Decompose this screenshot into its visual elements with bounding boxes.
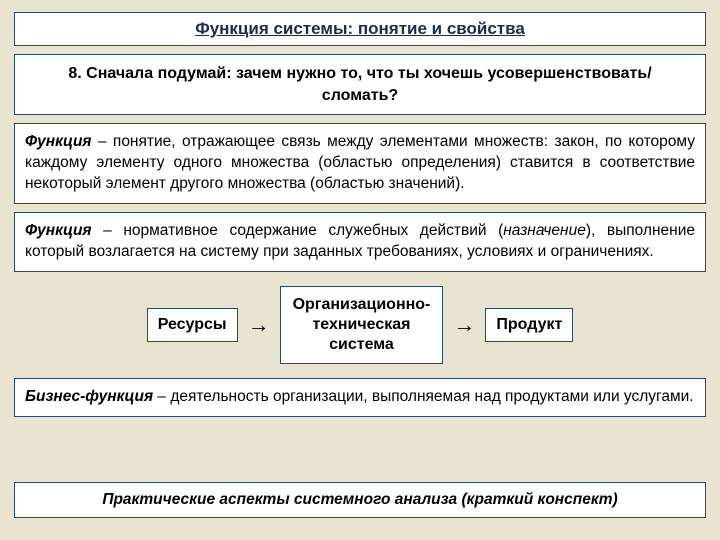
node-system-line3: система: [329, 336, 394, 353]
node-resources: Ресурсы: [147, 308, 238, 342]
def2-term: Функция: [25, 222, 92, 239]
subtitle-box: 8. Сначала подумай: зачем нужно то, что …: [14, 54, 706, 115]
arrow-icon: →: [248, 312, 270, 338]
node-system: Организационно- техническая система: [280, 286, 444, 364]
footer-text: Практические аспекты системного анализа …: [102, 491, 617, 508]
title-box: Функция системы: понятие и свойства: [14, 12, 706, 46]
def1-term: Функция: [25, 133, 92, 150]
def2-pre: – нормативное содержание служебных дейст…: [92, 222, 504, 239]
definition-1: Функция – понятие, отражающее связь межд…: [14, 123, 706, 204]
footer-box: Практические аспекты системного анализа …: [14, 482, 706, 518]
flow-diagram: Ресурсы → Организационно- техническая си…: [14, 286, 706, 364]
def3-text: – деятельность организации, выполняемая …: [153, 388, 694, 405]
subtitle-text: 8. Сначала подумай: зачем нужно то, что …: [68, 65, 651, 104]
definition-3: Бизнес-функция – деятельность организаци…: [14, 378, 706, 417]
page-title: Функция системы: понятие и свойства: [195, 19, 525, 38]
node-system-line1: Организационно-: [293, 296, 431, 313]
def3-term: Бизнес-функция: [25, 388, 153, 405]
node-system-line2: техническая: [312, 316, 410, 333]
arrow-icon: →: [453, 312, 475, 338]
node-product: Продукт: [485, 308, 573, 342]
def1-text: – понятие, отражающее связь между элемен…: [25, 133, 695, 192]
def2-emph: назначение: [503, 222, 586, 239]
definition-2: Функция – нормативное содержание служебн…: [14, 212, 706, 272]
